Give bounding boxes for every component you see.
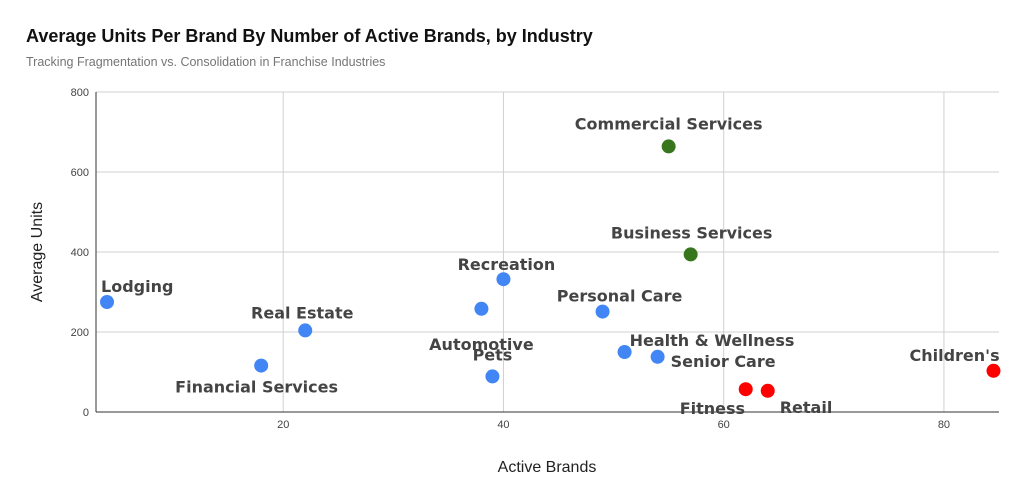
data-label: Children's: [909, 346, 999, 365]
data-point: [595, 304, 610, 319]
y-axis-title: Average Units: [29, 202, 46, 302]
data-point: [474, 301, 489, 316]
data-point: [650, 349, 665, 364]
data-point: [485, 369, 500, 384]
data-label: Pets: [473, 345, 513, 364]
y-tick-label: 800: [71, 87, 89, 99]
data-points: [100, 139, 1001, 398]
y-tick-label: 200: [71, 327, 89, 339]
data-label: Retail: [780, 398, 833, 417]
grid-lines: [95, 91, 999, 413]
data-point: [100, 295, 115, 309]
data-point: [496, 272, 511, 287]
data-label: Recreation: [458, 255, 556, 274]
x-axis-title: Active Brands: [498, 459, 597, 476]
y-tick-label: 0: [83, 407, 89, 419]
data-label: Fitness: [680, 399, 745, 418]
data-label: Commercial Services: [575, 114, 763, 133]
data-point: [254, 358, 269, 373]
data-label: Health & Wellness: [630, 331, 795, 350]
x-tick-label: 60: [718, 419, 730, 431]
x-tick-label: 20: [277, 419, 289, 431]
x-tick-label: 40: [497, 419, 509, 431]
chart-subtitle: Tracking Fragmentation vs. Consolidation…: [26, 55, 386, 69]
data-label: Financial Services: [175, 378, 338, 397]
tick-labels: 0 200 400 600 800 20 40 60 80: [71, 87, 950, 431]
data-point: [738, 382, 753, 397]
data-point: [760, 383, 775, 398]
data-point: [617, 345, 632, 359]
x-tick-label: 80: [938, 419, 950, 431]
data-label: Lodging: [101, 277, 173, 296]
data-label: Automotive: [429, 335, 534, 354]
data-point: [661, 139, 676, 154]
data-label: Business Services: [611, 223, 773, 242]
data-point: [986, 363, 1001, 378]
y-tick-label: 400: [71, 247, 89, 259]
data-label: Real Estate: [251, 303, 354, 322]
point-labels: Lodging Financial Services Real Estate Auto…: [101, 114, 1000, 418]
data-point: [298, 323, 313, 338]
data-label: Personal Care: [557, 287, 683, 306]
data-point: [683, 247, 698, 262]
chart-title: Average Units Per Brand By Number of Act…: [26, 26, 593, 46]
data-label: Senior Care: [671, 352, 776, 371]
y-tick-label: 600: [71, 167, 89, 179]
